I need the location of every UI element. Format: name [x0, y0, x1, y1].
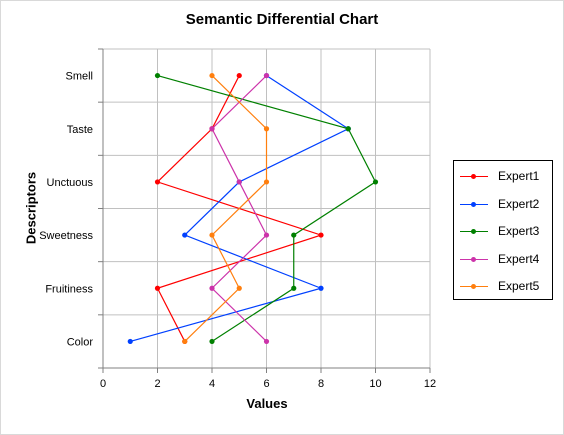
data-point [263, 179, 270, 185]
x-tick-label: 2 [154, 378, 160, 390]
legend-item: Expert3 [460, 222, 552, 242]
x-tick-label: 4 [209, 378, 215, 390]
series-line [184, 75, 268, 342]
data-point [236, 285, 242, 291]
data-point [318, 232, 324, 238]
data-point [209, 72, 215, 79]
data-point [263, 232, 270, 238]
data-point [127, 338, 133, 345]
x-tick-label: 8 [318, 378, 324, 390]
data-point [209, 285, 215, 291]
legend-label: Expert4 [498, 251, 540, 266]
data-point [263, 338, 270, 345]
data-point [291, 232, 297, 238]
data-point [154, 285, 161, 291]
legend-marker [471, 201, 476, 207]
y-tick-label: Smell [65, 71, 93, 83]
data-point [209, 338, 215, 345]
y-tick-label: Unctuous [47, 177, 94, 189]
legend-label: Expert5 [498, 279, 540, 293]
legend-item: Expert1 [460, 167, 552, 187]
data-point [236, 179, 242, 185]
legend-item: Expert4 [460, 250, 552, 270]
x-tick-label: 10 [369, 378, 381, 390]
data-point [372, 179, 379, 185]
y-tick-label: Fruitiness [45, 283, 93, 295]
data-point [154, 179, 161, 185]
series-line [130, 75, 350, 342]
data-point [263, 126, 270, 132]
data-point [318, 285, 324, 291]
data-point [182, 338, 188, 345]
data-point [263, 72, 270, 79]
x-tick-label: 12 [424, 378, 436, 390]
data-point [209, 126, 215, 132]
data-point [209, 232, 215, 238]
legend-label: Expert1 [498, 169, 540, 183]
data-point [291, 285, 297, 291]
x-axis-title: Values [246, 396, 288, 411]
y-tick-label: Sweetness [39, 230, 93, 242]
legend-item: Expert5 [460, 277, 552, 297]
x-tick-label: 0 [100, 378, 106, 390]
legend-marker [471, 229, 476, 234]
series-line [211, 75, 268, 342]
legend-marker [471, 284, 476, 289]
legend-marker [471, 256, 476, 262]
data-point [182, 232, 188, 238]
chart-title: Semantic Differential Chart [185, 11, 379, 28]
data-point [154, 72, 161, 79]
y-tick-label: Taste [67, 124, 93, 136]
legend-label: Expert3 [498, 224, 540, 238]
legend: Expert1 Expert2 Expert3 Expert4 Expert5 [453, 160, 553, 300]
data-point [236, 72, 242, 79]
y-axis-title: Descriptors [23, 171, 39, 245]
x-tick-label: 6 [263, 378, 269, 390]
legend-item: Expert2 [460, 195, 552, 215]
series-line [157, 75, 377, 342]
legend-label: Expert2 [498, 196, 540, 211]
data-point [345, 126, 351, 132]
y-tick-label: Color [67, 336, 94, 348]
legend-marker [471, 174, 476, 179]
